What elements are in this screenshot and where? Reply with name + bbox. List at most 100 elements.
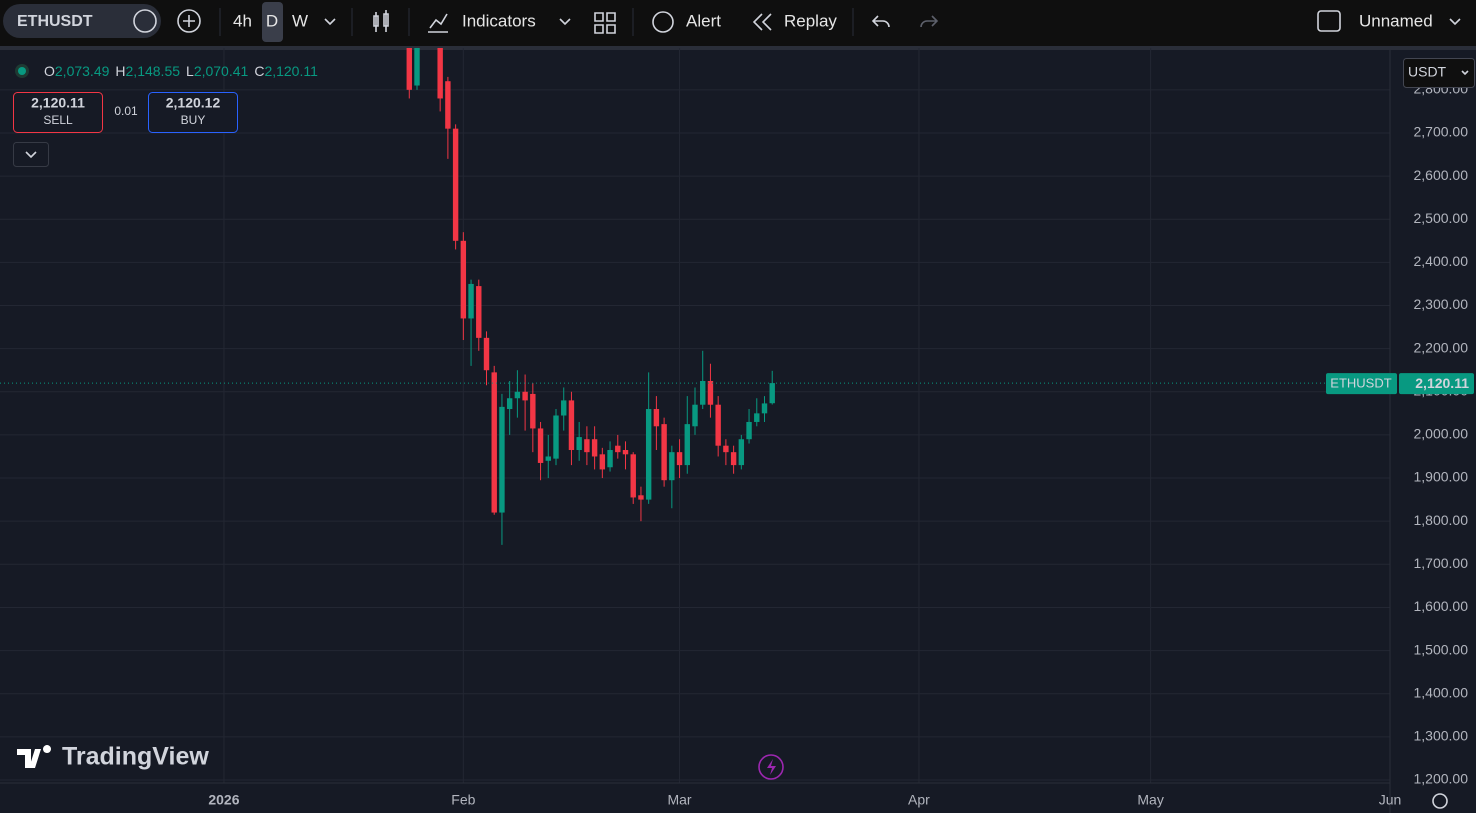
chevron: [25, 151, 37, 159]
candle-body: [506, 398, 513, 410]
candle-body: [530, 393, 536, 429]
legend-value: 2,120.11: [264, 63, 318, 79]
toolbar-separator: [0, 46, 1476, 50]
candle-body: [622, 450, 629, 455]
candle-body: [715, 404, 721, 446]
candle-body: [730, 452, 737, 466]
interval[interactable]: D: [266, 11, 278, 30]
candle-body: [692, 404, 698, 427]
buy-price: 2,120.12: [166, 95, 221, 111]
collapse-button[interactable]: [13, 142, 49, 167]
redo[interactable]: [920, 15, 939, 28]
layout-icon[interactable]: [594, 12, 616, 34]
layout-name[interactable]: Unnamed: [1359, 11, 1433, 30]
toolbar: [0, 0, 1476, 46]
layout-checkbox[interactable]: [1317, 10, 1341, 32]
y-tick-label: 2,700.00: [1414, 124, 1469, 140]
candle-body: [414, 48, 420, 86]
x-tick-label: Apr: [908, 792, 930, 808]
candle-body: [452, 128, 459, 241]
sell-button[interactable]: [13, 92, 103, 133]
chevron[interactable]: [559, 18, 571, 26]
add-symbol[interactable]: [177, 9, 201, 33]
y-tick-label: 1,800.00: [1414, 512, 1469, 528]
candle-body: [607, 450, 613, 468]
alert-button[interactable]: Alert: [686, 11, 721, 30]
replay-button[interactable]: Replay: [784, 11, 837, 30]
candle-body: [676, 452, 683, 466]
y-tick-label: 2,600.00: [1414, 167, 1469, 183]
indicators-button[interactable]: Indicators: [462, 11, 536, 30]
axes: 1,200.00 1,300.00 1,400.00 1,500.00 1,600.00…: [0, 81, 1474, 808]
candle-body: [476, 286, 482, 338]
replay-icon: [752, 13, 772, 31]
symbol-badge-label: ETHUSDT: [1330, 376, 1391, 391]
interval[interactable]: 4h: [233, 11, 252, 30]
candle-body: [406, 48, 412, 90]
candle-body: [445, 81, 451, 129]
y-tick-label: 1,400.00: [1414, 684, 1469, 700]
candle-body: [761, 403, 768, 414]
candle-body: [499, 406, 505, 513]
y-tick-label: 2,000.00: [1414, 426, 1469, 442]
candle-body: [746, 421, 752, 440]
candle-body: [468, 283, 474, 319]
candle-body: [561, 400, 567, 416]
legend-key: H: [115, 63, 125, 79]
y-tick-label: 1,600.00: [1414, 598, 1469, 614]
chevron[interactable]: [324, 18, 336, 26]
quantity[interactable]: 0.01: [114, 104, 138, 118]
logo-mark: [17, 745, 51, 768]
x-tick-label: 2026: [208, 792, 239, 808]
symbol-badge: [1326, 373, 1397, 395]
undo[interactable]: [871, 15, 890, 28]
sell-price: 2,120.11: [31, 95, 85, 111]
y-tick-label: 2,300.00: [1414, 296, 1469, 312]
candle-body: [553, 415, 559, 459]
chevron[interactable]: [1449, 18, 1461, 26]
settings-button[interactable]: [1432, 793, 1448, 809]
candle-body: [707, 380, 714, 405]
symbol-search[interactable]: [3, 4, 161, 38]
compare-icon[interactable]: [133, 9, 157, 33]
candle-body: [645, 409, 652, 500]
candle-body: [460, 240, 467, 319]
candle-body: [661, 424, 667, 481]
logo: TradingView: [62, 743, 209, 771]
price-badge: [1399, 373, 1474, 395]
legend-value: 2,148.55: [126, 63, 181, 79]
candles: [406, 48, 775, 545]
candle-body: [754, 413, 760, 422]
candle-body: [584, 439, 590, 453]
candle-body: [684, 424, 690, 466]
symbol: ETHUSDT: [17, 13, 93, 30]
candle-body: [545, 456, 551, 461]
currency: USDT: [1408, 64, 1447, 80]
candle-body: [491, 372, 497, 513]
x-tick-label: Mar: [667, 792, 691, 808]
y-tick-label: 1,300.00: [1414, 728, 1469, 744]
candle-body: [568, 400, 575, 451]
candle-body: [638, 495, 644, 500]
status-dot: [18, 67, 26, 75]
y-tick-label: 2,500.00: [1414, 210, 1469, 226]
lightning-button[interactable]: [758, 754, 784, 780]
candle-body: [599, 454, 606, 470]
y-tick-label: 2,200.00: [1414, 339, 1469, 355]
buy-button[interactable]: [148, 92, 238, 133]
interval-active: [262, 2, 283, 42]
candle-body: [514, 391, 521, 399]
y-tick-label: 1,900.00: [1414, 469, 1469, 485]
sell-label: SELL: [43, 113, 73, 127]
interval[interactable]: W: [292, 11, 308, 30]
x-tick-label: Jun: [1379, 792, 1402, 808]
chevron: [1461, 70, 1469, 76]
alert-icon: [652, 11, 674, 33]
currency-select[interactable]: [1403, 58, 1475, 88]
chart-type[interactable]: [373, 10, 389, 32]
candle-body: [769, 383, 775, 404]
candle-body: [653, 409, 660, 427]
candle-body: [669, 452, 675, 481]
